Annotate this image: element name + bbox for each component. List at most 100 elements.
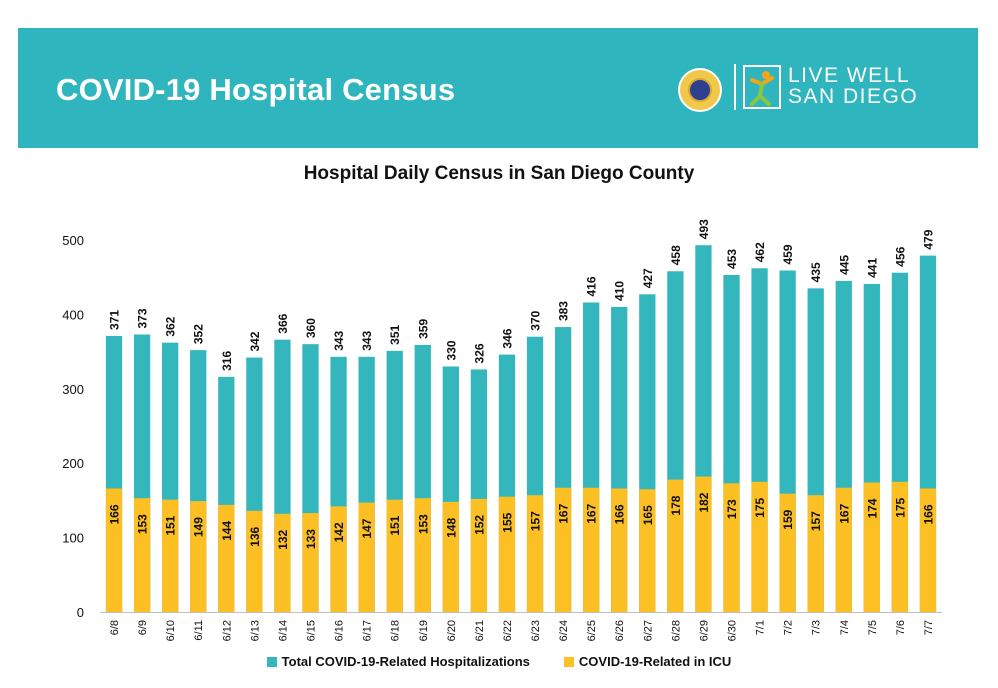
data-label-icu: 151 <box>164 515 178 535</box>
chart-title: Hospital Daily Census in San Diego Count… <box>303 163 695 184</box>
x-tick-label: 6/27 <box>642 620 654 641</box>
bar-icu <box>807 495 824 612</box>
data-label-icu: 166 <box>921 504 935 524</box>
bar-icu <box>133 498 151 612</box>
bar-icu <box>358 502 375 612</box>
logo-line-2: SAN DIEGO <box>788 85 919 108</box>
data-label-icu: 159 <box>781 509 795 529</box>
live-well-figure-icon <box>743 65 781 109</box>
bar-icu <box>218 504 235 612</box>
data-label-total: 456 <box>893 246 907 266</box>
bar-icu <box>330 506 347 612</box>
bar-icu <box>639 489 656 612</box>
bar-icu <box>835 487 852 612</box>
data-label-total: 351 <box>388 325 402 345</box>
x-tick-label: 6/22 <box>502 620 514 641</box>
x-tick-label: 6/21 <box>474 620 486 641</box>
x-tick-label: 6/30 <box>727 620 739 641</box>
bar-icu <box>863 482 880 612</box>
data-label-total: 416 <box>585 276 599 296</box>
data-label-icu: 173 <box>725 499 739 519</box>
bar-icu <box>105 488 123 612</box>
bar-icu <box>667 479 684 612</box>
data-label-icu: 148 <box>444 518 458 538</box>
y-tick-label: 200 <box>62 456 84 471</box>
bar-icu <box>695 476 712 612</box>
data-label-icu: 147 <box>360 518 374 538</box>
x-tick-label: 6/18 <box>390 620 402 641</box>
data-label-icu: 142 <box>332 522 346 542</box>
x-tick-label: 7/5 <box>867 620 879 635</box>
x-tick-label: 7/7 <box>923 620 935 635</box>
legend-label-total: Total COVID-19-Related Hospitalizations <box>281 654 530 669</box>
bar-icu <box>526 495 544 612</box>
data-label-total: 427 <box>641 268 655 288</box>
data-label-icu: 149 <box>192 517 206 537</box>
x-tick-label: 6/29 <box>698 620 710 641</box>
y-tick-label: 500 <box>62 233 84 248</box>
data-label-total: 383 <box>557 301 571 321</box>
x-tick-label: 7/2 <box>783 620 795 635</box>
data-label-icu: 136 <box>248 526 262 546</box>
data-label-total: 435 <box>809 262 823 282</box>
bar-icu <box>162 499 179 612</box>
data-label-icu: 167 <box>585 503 599 523</box>
data-label-total: 316 <box>220 351 234 371</box>
data-label-total: 346 <box>500 328 514 348</box>
data-label-total: 343 <box>332 330 346 350</box>
legend-label-icu: COVID-19-Related in ICU <box>578 654 732 669</box>
data-label-icu: 165 <box>641 505 655 525</box>
bar-icu <box>274 513 291 612</box>
live-well-logo-text: LIVE WELL SAN DIEGO <box>788 65 918 107</box>
bar-icu <box>386 499 403 612</box>
data-label-total: 479 <box>921 229 935 249</box>
x-tick-label: 6/9 <box>137 620 149 635</box>
x-tick-label: 7/3 <box>811 620 823 635</box>
bar-icu <box>190 501 207 612</box>
data-label-total: 352 <box>192 324 206 344</box>
page-title: COVID-19 Hospital Census <box>56 72 456 107</box>
data-label-icu: 133 <box>304 529 318 549</box>
data-label-total: 370 <box>529 310 543 330</box>
data-label-icu: 167 <box>837 503 851 523</box>
data-label-total: 441 <box>865 258 879 278</box>
data-label-icu: 178 <box>669 495 683 515</box>
data-label-icu: 155 <box>500 512 514 532</box>
data-label-total: 342 <box>248 331 262 351</box>
x-tick-label: 6/14 <box>277 620 289 641</box>
x-tick-label: 6/20 <box>446 620 458 641</box>
data-label-total: 330 <box>444 340 458 360</box>
data-label-icu: 182 <box>697 492 711 512</box>
data-label-icu: 153 <box>136 514 150 534</box>
data-label-total: 362 <box>164 316 178 336</box>
data-label-total: 493 <box>697 219 711 239</box>
bar-icu <box>891 481 909 612</box>
bar-icu <box>611 488 628 612</box>
x-tick-label: 6/26 <box>614 620 626 641</box>
data-label-total: 359 <box>416 319 430 339</box>
logo-line-1: LIVE WELL <box>788 64 911 87</box>
data-label-total: 410 <box>613 281 627 301</box>
bar-icu <box>779 493 796 612</box>
x-tick-label: 6/13 <box>249 620 261 641</box>
bar-icu <box>583 487 600 612</box>
bar-icu <box>919 488 937 612</box>
x-tick-label: 6/24 <box>558 620 570 641</box>
y-tick-label: 0 <box>77 605 84 620</box>
y-tick-label: 400 <box>62 307 84 322</box>
bar-icu <box>554 487 572 612</box>
data-label-total: 459 <box>781 244 795 264</box>
data-label-icu: 166 <box>613 504 627 524</box>
data-label-icu: 167 <box>557 503 571 523</box>
bar-icu <box>246 510 263 612</box>
data-label-icu: 153 <box>416 514 430 534</box>
x-tick-label: 7/1 <box>755 620 767 635</box>
x-tick-label: 6/23 <box>530 620 542 641</box>
x-tick-label: 7/4 <box>839 620 851 635</box>
x-tick-label: 6/12 <box>221 620 233 641</box>
data-label-icu: 152 <box>472 515 486 535</box>
bar-icu <box>302 513 319 612</box>
data-label-total: 371 <box>108 310 122 330</box>
data-label-icu: 166 <box>108 504 122 524</box>
